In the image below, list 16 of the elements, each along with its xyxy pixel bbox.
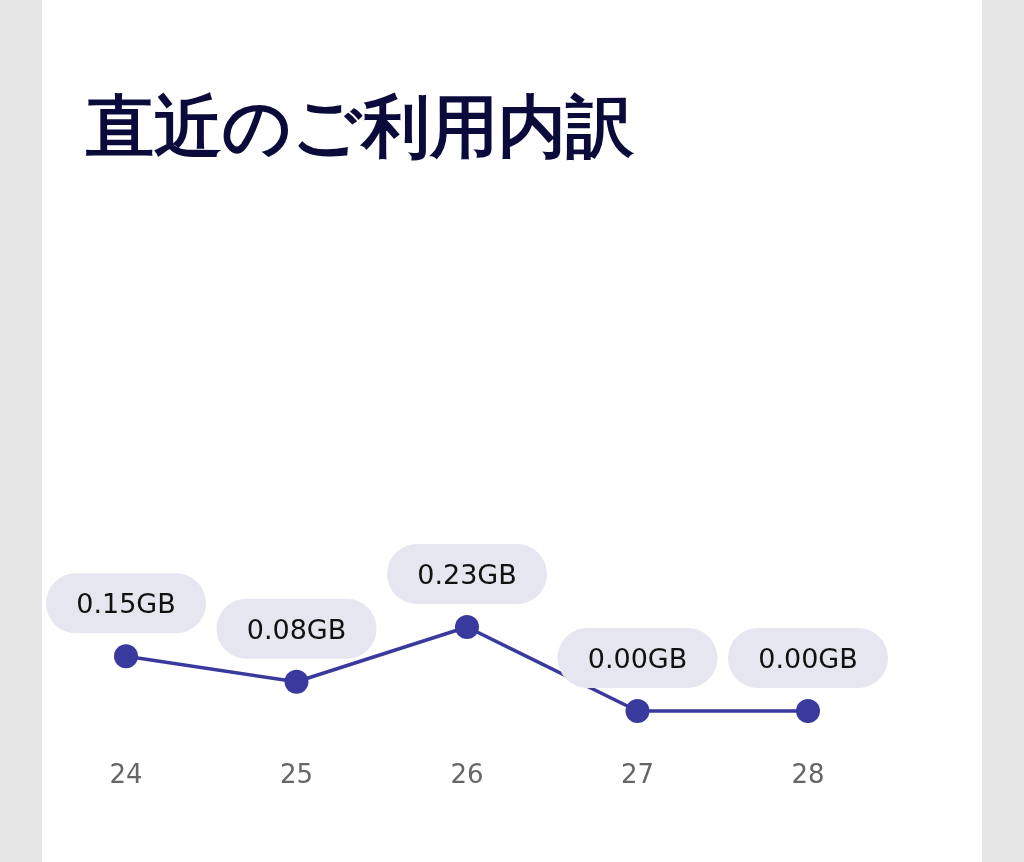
- data-label: 0.00GB: [587, 643, 688, 674]
- x-tick-label: 25: [279, 759, 314, 789]
- data-label: 0.00GB: [758, 643, 858, 674]
- data-label: 0.08GB: [246, 613, 347, 645]
- chart-title: 直近のご利用内訳: [85, 87, 635, 166]
- point: [796, 699, 820, 723]
- point: [114, 644, 138, 669]
- x-tick-label: 28: [791, 759, 825, 789]
- point: [625, 699, 650, 723]
- x-tick-label: 27: [620, 759, 655, 789]
- point: [284, 669, 309, 694]
- data-label: 0.23GB: [417, 559, 517, 590]
- x-tick-label: 26: [450, 759, 484, 789]
- point: [455, 615, 479, 639]
- x-tick-label: 24: [109, 759, 143, 789]
- data-label: 0.15GB: [76, 588, 176, 620]
